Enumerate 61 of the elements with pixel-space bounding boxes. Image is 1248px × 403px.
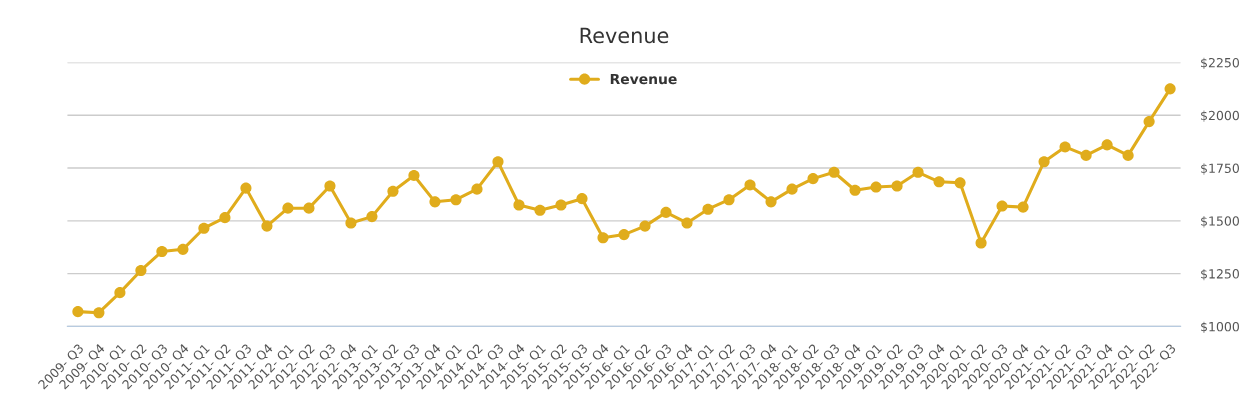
- point: [93, 307, 105, 319]
- point: [408, 169, 420, 181]
- point: [660, 206, 672, 218]
- point: [786, 183, 798, 195]
- point: [177, 243, 189, 255]
- point: [576, 193, 588, 205]
- point: [807, 173, 819, 185]
- point: [597, 232, 609, 244]
- point: [765, 196, 777, 208]
- y-tick-label: $1750: [1201, 163, 1239, 175]
- point: [954, 177, 966, 189]
- point: [1122, 149, 1134, 161]
- point: [240, 182, 252, 194]
- point: [282, 202, 294, 214]
- point: [555, 199, 567, 211]
- point: [450, 194, 462, 206]
- point: [1080, 149, 1092, 161]
- point: [744, 179, 756, 191]
- point: [681, 217, 693, 229]
- point: [1101, 139, 1113, 151]
- point: [870, 181, 882, 193]
- point: [135, 264, 147, 277]
- point: [828, 166, 840, 178]
- point: [303, 202, 315, 214]
- point: [1038, 156, 1050, 168]
- point: [366, 211, 378, 223]
- point: [156, 245, 168, 258]
- point: [471, 183, 483, 195]
- point: [1143, 116, 1155, 128]
- point: [912, 166, 924, 178]
- point: [702, 203, 714, 215]
- point: [933, 176, 945, 188]
- y-tick-label: $2000: [1201, 110, 1239, 122]
- point: [639, 220, 651, 232]
- point: [387, 185, 399, 197]
- point: [618, 229, 630, 241]
- chart-title: Revenue: [580, 27, 669, 44]
- point: [723, 194, 735, 206]
- point: [492, 156, 504, 168]
- point: [1164, 83, 1176, 95]
- point: [891, 180, 903, 192]
- point: [72, 306, 84, 318]
- point: [513, 199, 525, 211]
- y-tick-label: $1250: [1201, 268, 1239, 281]
- point: [1017, 201, 1029, 213]
- point: [429, 196, 441, 208]
- legend-label: Revenue: [610, 73, 677, 85]
- point: [849, 184, 861, 196]
- point: [219, 212, 231, 224]
- y-tick-label: $1500: [1201, 216, 1239, 228]
- point: [345, 217, 357, 229]
- point: [996, 200, 1008, 212]
- point: [261, 220, 273, 232]
- y-tick-label: $1000: [1201, 321, 1239, 334]
- point: [534, 204, 546, 216]
- y-tick-label: $2250: [1201, 57, 1239, 70]
- point: [198, 222, 210, 234]
- point: [975, 237, 987, 249]
- point: [324, 180, 336, 192]
- point: [114, 287, 126, 299]
- point: [1059, 141, 1071, 153]
